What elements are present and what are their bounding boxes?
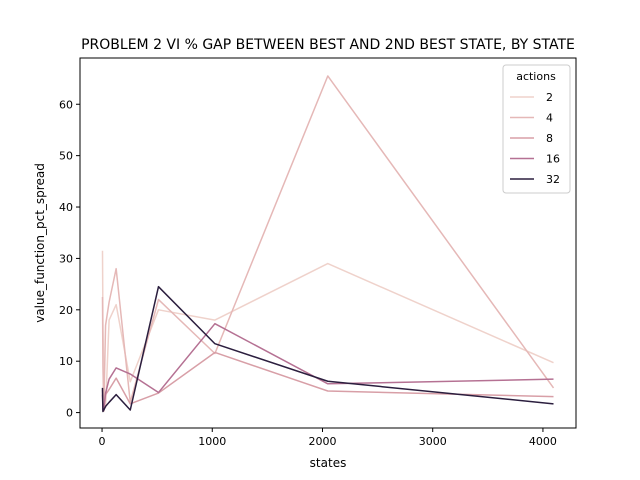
x-tick-label: 2000	[308, 435, 336, 448]
series-line-32	[101, 285, 554, 413]
y-tick-label: 40	[59, 201, 73, 214]
legend-label-8: 8	[546, 132, 553, 145]
legend-label-32: 32	[546, 173, 560, 186]
x-tick-label: 1000	[198, 435, 226, 448]
legend-title: actions	[516, 70, 556, 83]
y-tick-label: 50	[59, 150, 73, 163]
y-tick-label: 60	[59, 98, 73, 111]
y-tick-label: 20	[59, 304, 73, 317]
y-tick-label: 10	[59, 355, 73, 368]
legend-label-4: 4	[546, 112, 553, 125]
plot-frame	[79, 57, 577, 429]
series-line-4	[101, 75, 555, 410]
x-tick-label: 3000	[419, 435, 447, 448]
y-tick-label: 0	[66, 407, 73, 420]
x-axis: 0 1000 2000 3000 4000	[99, 428, 557, 448]
x-tick-label: 4000	[529, 435, 557, 448]
chart-title: PROBLEM 2 VI % GAP BETWEEN BEST AND 2ND …	[81, 37, 575, 53]
x-tick-label: 0	[99, 435, 106, 448]
legend: actions 2 4 8 16 32	[502, 64, 571, 194]
legend-label-2: 2	[546, 91, 553, 104]
x-axis-label: states	[310, 456, 347, 470]
legend-label-16: 16	[546, 153, 560, 166]
legend-items: 2 4 8 16 32	[510, 91, 560, 186]
plot-lines	[101, 75, 555, 413]
y-axis: 0 10 20 30 40 50 60	[59, 98, 80, 420]
y-axis-label: value_function_pct_spread	[33, 163, 47, 323]
y-tick-label: 30	[59, 252, 73, 265]
